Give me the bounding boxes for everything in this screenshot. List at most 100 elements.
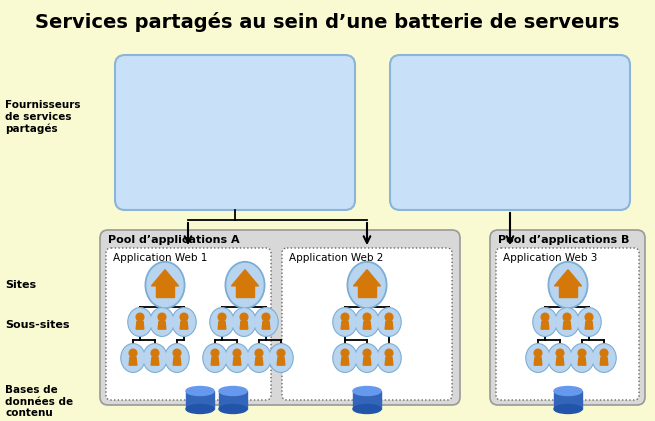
Circle shape [341, 349, 349, 357]
Text: Fournit des services pour :
    •  Application Web 3: Fournit des services pour : • Applicatio… [400, 107, 548, 133]
Circle shape [151, 349, 159, 357]
Ellipse shape [353, 405, 381, 413]
Polygon shape [363, 322, 371, 329]
Polygon shape [180, 322, 188, 329]
Ellipse shape [225, 261, 265, 309]
Polygon shape [341, 322, 349, 329]
Ellipse shape [166, 345, 188, 371]
Polygon shape [219, 391, 247, 409]
Ellipse shape [378, 345, 400, 371]
Text: Bases de
données de
contenu: Bases de données de contenu [5, 385, 73, 418]
Ellipse shape [554, 386, 582, 395]
Text: Fournit des services pour :
    •  Application Web 1
    •  Application Web 2: Fournit des services pour : • Applicatio… [125, 107, 272, 148]
Polygon shape [578, 357, 586, 365]
Ellipse shape [147, 264, 183, 306]
Circle shape [541, 313, 549, 321]
Ellipse shape [233, 309, 255, 335]
Polygon shape [554, 391, 582, 409]
Polygon shape [151, 270, 179, 286]
Ellipse shape [232, 308, 256, 336]
Ellipse shape [550, 264, 586, 306]
Polygon shape [186, 391, 214, 409]
Ellipse shape [150, 308, 174, 336]
Ellipse shape [122, 345, 144, 371]
Ellipse shape [186, 386, 214, 395]
Ellipse shape [377, 308, 401, 336]
Polygon shape [211, 357, 219, 365]
Ellipse shape [173, 309, 195, 335]
Ellipse shape [555, 308, 579, 336]
Ellipse shape [143, 344, 167, 372]
Circle shape [363, 349, 371, 357]
Polygon shape [559, 286, 577, 297]
Circle shape [600, 349, 608, 357]
Circle shape [363, 313, 371, 321]
Circle shape [556, 349, 564, 357]
Polygon shape [255, 357, 263, 365]
Ellipse shape [355, 308, 379, 336]
Polygon shape [385, 322, 393, 329]
Polygon shape [236, 286, 254, 297]
Circle shape [136, 313, 144, 321]
Circle shape [341, 313, 349, 321]
Circle shape [578, 349, 586, 357]
Ellipse shape [353, 386, 381, 395]
Circle shape [240, 313, 248, 321]
Ellipse shape [356, 309, 378, 335]
Text: Fournisseur de services partagés –
Par défaut: Fournisseur de services partagés – Par d… [125, 65, 356, 93]
Ellipse shape [210, 308, 234, 336]
Polygon shape [341, 357, 349, 365]
Text: Application Web 3: Application Web 3 [503, 253, 597, 263]
Polygon shape [600, 357, 608, 365]
Ellipse shape [219, 405, 247, 413]
Ellipse shape [128, 308, 152, 336]
Ellipse shape [356, 345, 378, 371]
Ellipse shape [226, 345, 248, 371]
Polygon shape [358, 286, 376, 297]
Ellipse shape [334, 309, 356, 335]
Circle shape [563, 313, 571, 321]
Ellipse shape [334, 345, 356, 371]
Polygon shape [363, 357, 371, 365]
Circle shape [218, 313, 226, 321]
Ellipse shape [270, 345, 292, 371]
Text: Fournisseur de services partagés –
Supplémentaire: Fournisseur de services partagés – Suppl… [400, 65, 631, 93]
Ellipse shape [165, 344, 189, 372]
Text: Sites: Sites [5, 280, 36, 290]
Ellipse shape [203, 344, 227, 372]
Circle shape [233, 349, 241, 357]
Ellipse shape [593, 345, 615, 371]
Ellipse shape [151, 309, 173, 335]
Text: Fournisseurs
de services
partagés: Fournisseurs de services partagés [5, 100, 81, 134]
Ellipse shape [526, 344, 550, 372]
Ellipse shape [145, 261, 185, 309]
Ellipse shape [571, 345, 593, 371]
Polygon shape [262, 322, 270, 329]
Text: Pool d’applications A: Pool d’applications A [108, 235, 240, 245]
Ellipse shape [577, 308, 601, 336]
Ellipse shape [219, 386, 247, 395]
Polygon shape [277, 357, 285, 365]
Ellipse shape [186, 405, 214, 413]
Ellipse shape [378, 309, 400, 335]
Circle shape [180, 313, 188, 321]
FancyBboxPatch shape [282, 248, 452, 400]
Circle shape [534, 349, 542, 357]
Circle shape [129, 349, 137, 357]
Polygon shape [129, 357, 137, 365]
Ellipse shape [578, 309, 600, 335]
Circle shape [255, 349, 263, 357]
Circle shape [277, 349, 285, 357]
Polygon shape [563, 322, 571, 329]
Ellipse shape [377, 344, 401, 372]
Polygon shape [151, 357, 159, 365]
Ellipse shape [592, 344, 616, 372]
Polygon shape [173, 357, 181, 365]
Ellipse shape [255, 309, 277, 335]
Ellipse shape [533, 308, 557, 336]
Ellipse shape [121, 344, 145, 372]
FancyBboxPatch shape [496, 248, 639, 400]
Ellipse shape [554, 405, 582, 413]
Ellipse shape [333, 344, 357, 372]
Polygon shape [156, 286, 174, 297]
